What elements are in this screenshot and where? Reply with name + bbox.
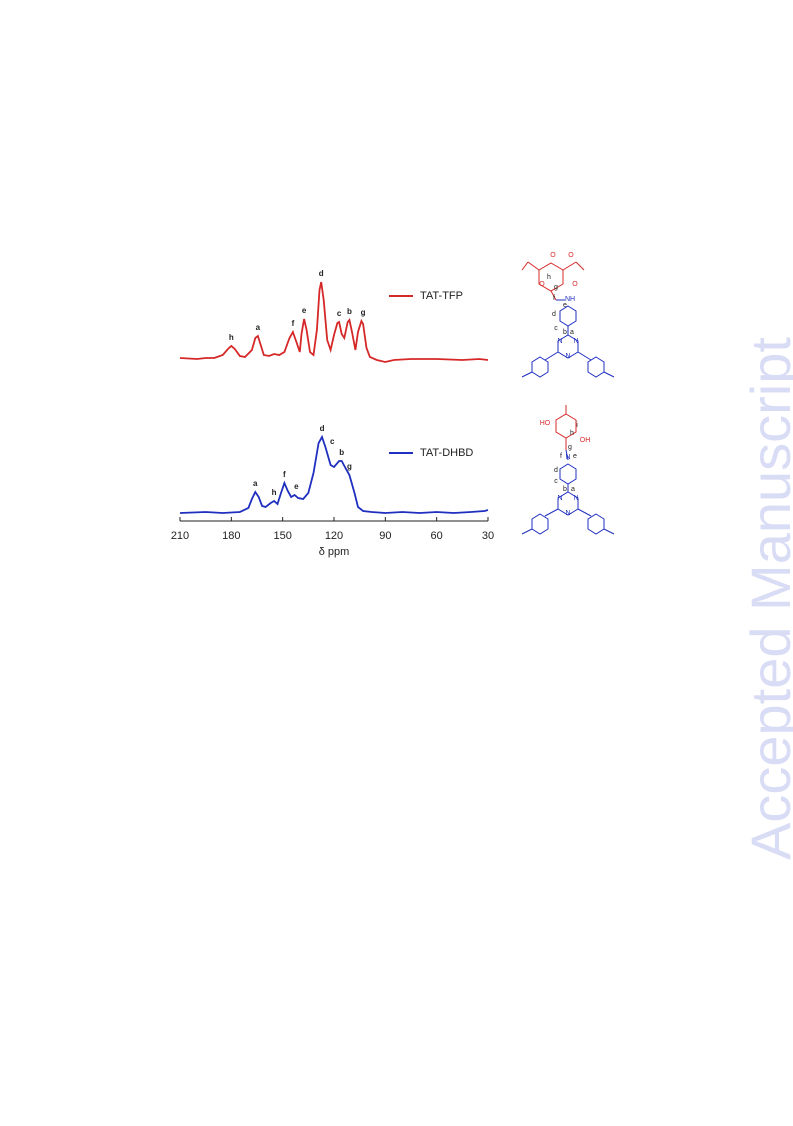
atom-label: f <box>553 295 555 302</box>
peak-label: c <box>337 309 342 318</box>
structure-tfp-labels: O O O O h g f NH e d c b a N N N <box>539 252 578 360</box>
atom-label: O <box>568 252 574 259</box>
peak-label: g <box>347 462 352 471</box>
atom-label: e <box>563 302 567 309</box>
spectrum-line <box>179 434 489 514</box>
legend-label: TAT-DHBD <box>420 447 473 459</box>
atom-label: c <box>554 478 558 485</box>
atom-label: N <box>565 454 570 461</box>
spectrum-line <box>179 281 489 363</box>
x-tick-label: 90 <box>379 530 391 542</box>
structure-dhbd <box>521 405 615 535</box>
x-tick-label: 210 <box>171 530 189 542</box>
peak-label: f <box>292 319 295 328</box>
atom-label: O <box>550 252 556 259</box>
atom-label: h <box>570 430 574 437</box>
x-axis-label: δ ppm <box>319 546 350 558</box>
atom-label: b <box>563 486 567 493</box>
atom-label: O <box>572 281 578 288</box>
peak-label: h <box>229 333 234 342</box>
atom-label: d <box>554 467 558 474</box>
atom-label: N <box>557 495 562 502</box>
atom-label: N <box>557 338 562 345</box>
x-tick-label: 150 <box>273 530 291 542</box>
peak-label: b <box>339 448 344 457</box>
structure-tfp <box>521 261 615 378</box>
atom-label: a <box>570 329 574 336</box>
peak-label: a <box>256 323 261 332</box>
peak-label: g <box>361 308 366 317</box>
atom-label: g <box>554 284 558 291</box>
peak-label: d <box>319 269 324 278</box>
x-tick-label: 30 <box>482 530 494 542</box>
x-tick-label: 60 <box>431 530 443 542</box>
peak-label: f <box>283 470 286 479</box>
atom-label: N <box>573 495 578 502</box>
atom-label: d <box>552 311 556 318</box>
atom-label: N <box>573 338 578 345</box>
atom-label: e <box>573 453 577 460</box>
x-tick-label: 180 <box>222 530 240 542</box>
atom-label: OH <box>580 437 591 444</box>
peak-label: d <box>320 424 325 433</box>
watermark: Accepted Manuscript <box>739 337 793 860</box>
atom-label: g <box>568 444 572 451</box>
atom-label: NH <box>565 296 575 303</box>
peak-label: c <box>330 437 335 446</box>
atom-label: O <box>539 281 545 288</box>
structure-dhbd-labels: HO OH i h g f N e d c b a N N N <box>540 420 591 517</box>
atom-label: N <box>565 510 570 517</box>
atom-label: b <box>563 329 567 336</box>
peak-label: a <box>253 479 258 488</box>
atom-label: HO <box>540 420 551 427</box>
atom-label: N <box>565 353 570 360</box>
peak-label: b <box>347 307 352 316</box>
atom-label: h <box>547 274 551 281</box>
peak-label: e <box>294 482 299 491</box>
legend-label: TAT-TFP <box>420 290 463 302</box>
atom-label: a <box>571 486 575 493</box>
peak-label: h <box>272 488 277 497</box>
atom-label: f <box>560 453 562 460</box>
atom-label: c <box>554 325 558 332</box>
x-tick-label: 120 <box>325 530 343 542</box>
atom-label: i <box>576 422 578 429</box>
peak-label: e <box>302 306 307 315</box>
